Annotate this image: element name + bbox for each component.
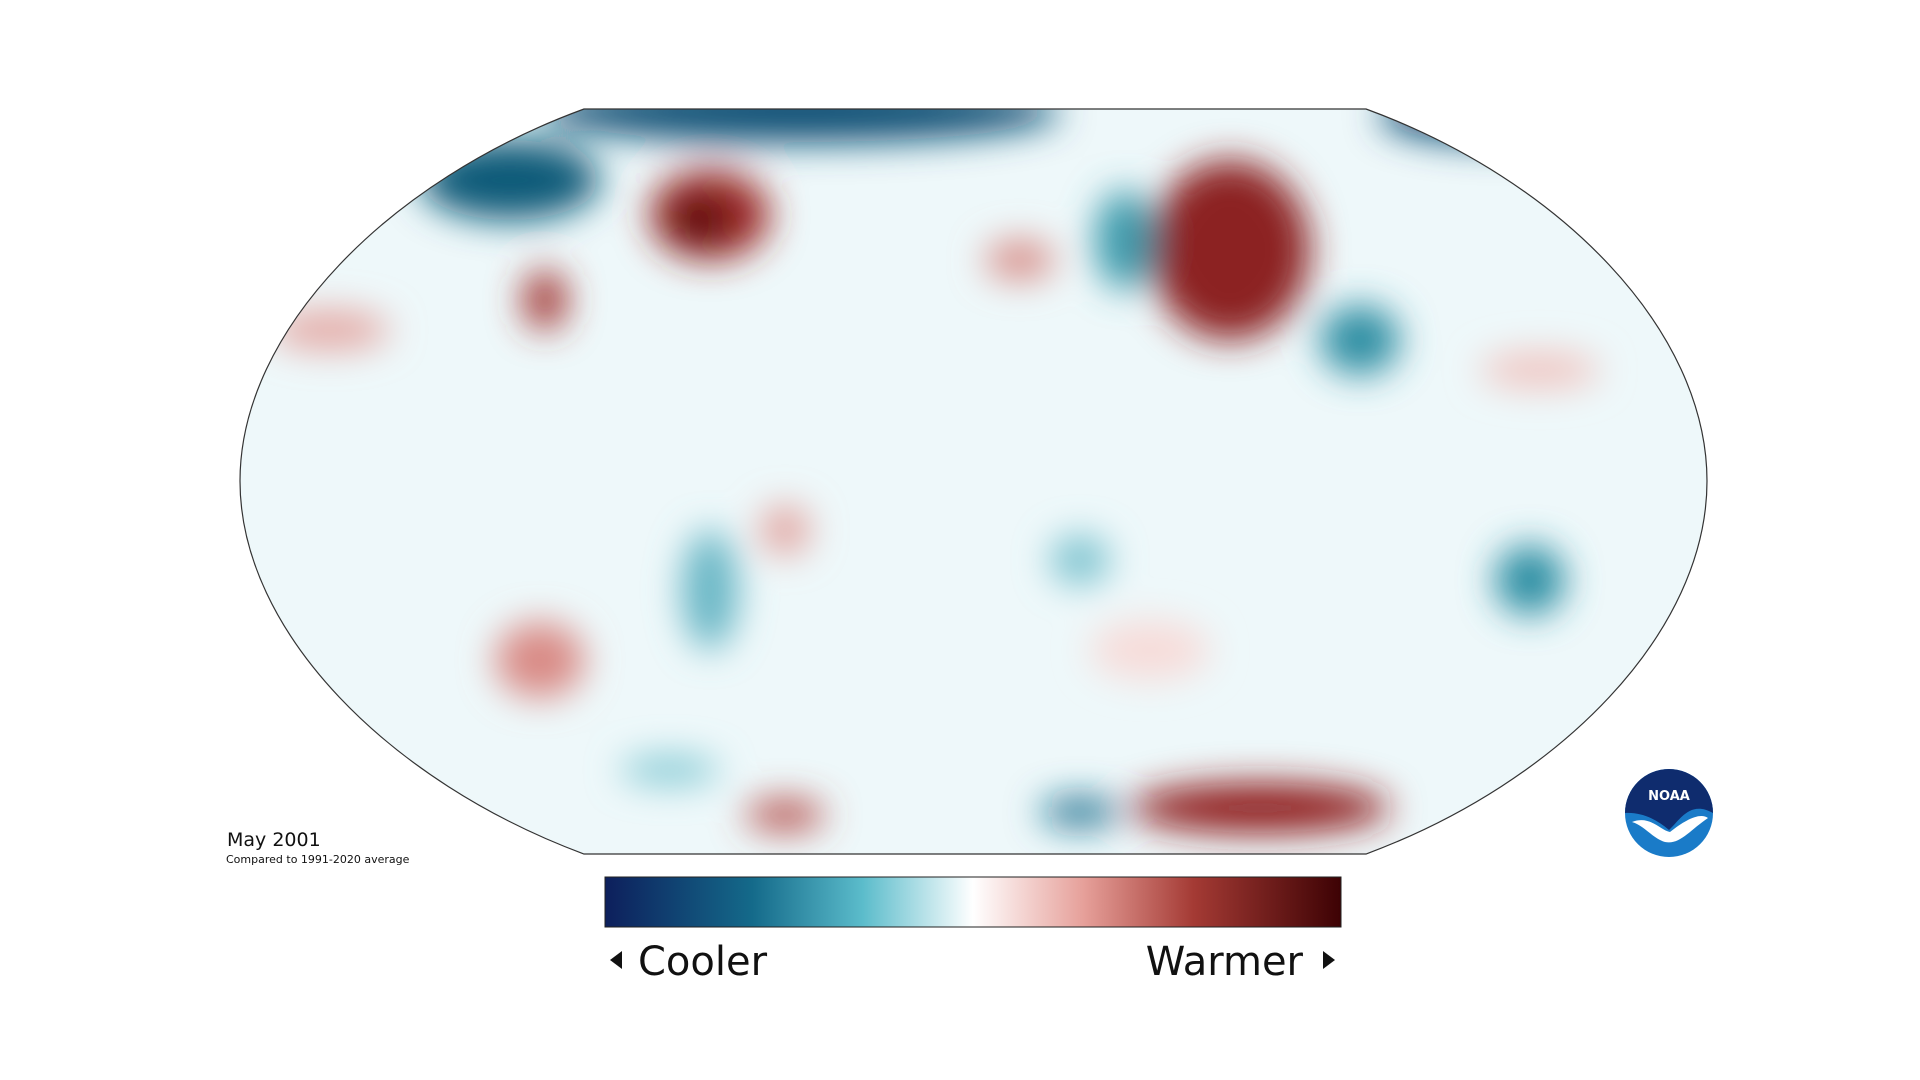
- map-background: [240, 109, 1707, 854]
- subtitle: Compared to 1991-2020 average: [226, 853, 410, 866]
- logo-top: [1625, 769, 1713, 830]
- warmer-label: Warmer: [1146, 939, 1304, 985]
- cooler-label: Cooler: [638, 939, 768, 985]
- date-label: May 2001: [227, 829, 321, 851]
- warmer-arrow: [1323, 951, 1335, 969]
- cooler-arrow: [610, 951, 622, 969]
- anomaly-blobs: [270, 109, 1620, 833]
- logo-bird: [1632, 815, 1708, 843]
- map-field: [240, 109, 1707, 854]
- map-outline: [239, 108, 1708, 855]
- color-scale: [604, 876, 1342, 928]
- noaa-logo: NOAA: [1625, 769, 1713, 857]
- logo-text: NOAA: [1648, 789, 1690, 804]
